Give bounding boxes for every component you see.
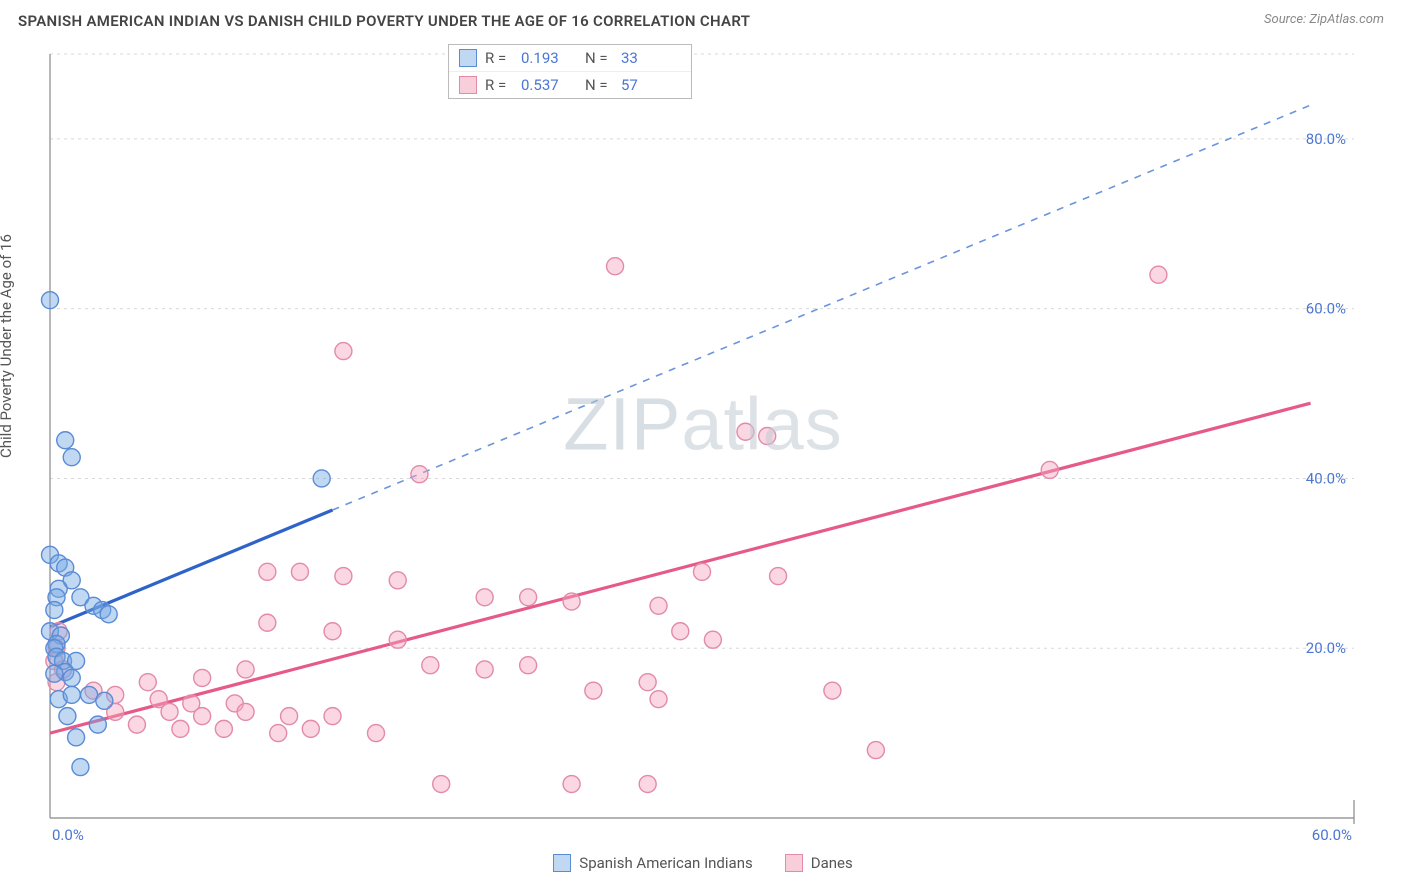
source-attribution: Source: ZipAtlas.com bbox=[1264, 12, 1384, 27]
legend-item-pink: Danes bbox=[785, 854, 853, 872]
swatch-pink bbox=[459, 76, 477, 94]
chart-container: Child Poverty Under the Age of 16 20.0% 4… bbox=[0, 38, 1406, 878]
series-legend: Spanish American Indians Danes bbox=[0, 854, 1406, 872]
swatch-blue bbox=[459, 49, 477, 67]
svg-text:80.0%: 80.0% bbox=[1306, 130, 1346, 148]
chart-title: SPANISH AMERICAN INDIAN VS DANISH CHILD … bbox=[18, 12, 750, 30]
legend-item-blue: Spanish American Indians bbox=[553, 854, 752, 872]
svg-text:0.0%: 0.0% bbox=[52, 826, 84, 844]
svg-text:20.0%: 20.0% bbox=[1306, 639, 1346, 657]
swatch-pink bbox=[785, 854, 803, 872]
header: SPANISH AMERICAN INDIAN VS DANISH CHILD … bbox=[0, 0, 1406, 38]
swatch-blue bbox=[553, 854, 571, 872]
svg-text:60.0%: 60.0% bbox=[1306, 300, 1346, 318]
legend-row-blue: R = 0.193 N = 33 bbox=[449, 45, 691, 71]
svg-text:40.0%: 40.0% bbox=[1306, 469, 1346, 487]
scatter-plot: 20.0% 40.0% 60.0% 80.0% 0.0% 60.0% bbox=[0, 38, 1406, 858]
legend-row-pink: R = 0.537 N = 57 bbox=[449, 71, 691, 98]
correlation-legend: R = 0.193 N = 33 R = 0.537 N = 57 bbox=[448, 44, 692, 99]
svg-text:60.0%: 60.0% bbox=[1312, 826, 1352, 844]
y-axis-label: Child Poverty Under the Age of 16 bbox=[0, 234, 15, 458]
